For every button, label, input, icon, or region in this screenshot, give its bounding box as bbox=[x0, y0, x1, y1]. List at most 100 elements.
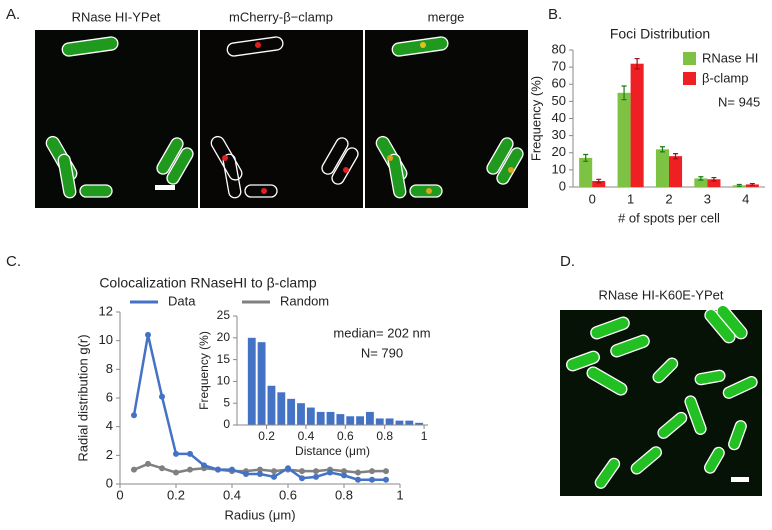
point bbox=[187, 466, 193, 473]
y-tick-label: 20 bbox=[552, 144, 566, 159]
y-tick-label: 50 bbox=[552, 93, 566, 108]
panel-label: C. bbox=[6, 253, 21, 270]
histogram-bar bbox=[346, 416, 355, 425]
y-tick-label: 25 bbox=[217, 308, 231, 322]
y-tick-label: 10 bbox=[99, 332, 113, 347]
point bbox=[271, 473, 277, 480]
y-tick-label: 10 bbox=[217, 374, 231, 388]
annotation: median= 202 nm bbox=[333, 325, 430, 340]
error-bar bbox=[698, 176, 704, 181]
x-tick-label: 0 bbox=[589, 191, 596, 206]
histogram-bar bbox=[336, 414, 345, 425]
image-title: mCherry-β−clamp bbox=[229, 9, 333, 24]
point bbox=[201, 462, 207, 469]
error-bar bbox=[596, 178, 602, 184]
image-title: RNase HI-K60E-YPet bbox=[599, 287, 724, 302]
point bbox=[229, 466, 235, 473]
point bbox=[187, 450, 193, 457]
y-tick-label: 0 bbox=[559, 178, 566, 193]
histogram-bar bbox=[356, 416, 364, 425]
point bbox=[131, 412, 137, 419]
bar bbox=[655, 149, 669, 187]
legend-swatch bbox=[683, 72, 696, 85]
point bbox=[313, 468, 319, 475]
error-bar bbox=[634, 57, 640, 70]
y-tick-label: 0 bbox=[223, 417, 230, 431]
panel-label: D. bbox=[560, 253, 575, 270]
panel-label: A. bbox=[6, 6, 20, 23]
error-bar bbox=[736, 183, 742, 187]
histogram-bar bbox=[297, 403, 305, 425]
image-mcherry bbox=[200, 30, 363, 208]
x-tick-label: 3 bbox=[704, 191, 711, 206]
y-tick-label: 30 bbox=[552, 127, 566, 142]
x-tick-label: 0.2 bbox=[167, 487, 185, 502]
histogram-bar bbox=[326, 411, 335, 425]
x-tick-label: 2 bbox=[665, 191, 672, 206]
error-bar bbox=[621, 85, 627, 101]
error-bar bbox=[583, 153, 589, 162]
point bbox=[215, 466, 221, 473]
y-tick-label: 5 bbox=[223, 395, 230, 409]
annotation: N= 790 bbox=[361, 345, 403, 360]
chart-title: Colocalization RNaseHI to β-clamp bbox=[99, 275, 317, 291]
point bbox=[313, 473, 319, 480]
point bbox=[145, 331, 151, 338]
bar bbox=[617, 92, 631, 187]
microscopy-images bbox=[35, 30, 528, 208]
error-bar bbox=[659, 146, 665, 153]
bar bbox=[630, 63, 644, 188]
histogram-bar bbox=[385, 418, 394, 425]
histogram-bar bbox=[247, 337, 256, 425]
y-tick-label: 15 bbox=[217, 352, 231, 366]
y-tick-label: 60 bbox=[552, 76, 566, 91]
point bbox=[341, 468, 347, 475]
x-tick-label: 0.4 bbox=[298, 429, 315, 443]
x-tick-label: 1 bbox=[396, 487, 403, 502]
y-tick-label: 80 bbox=[552, 41, 566, 56]
y-tick-label: 4 bbox=[106, 418, 113, 433]
point bbox=[299, 475, 305, 482]
point bbox=[159, 465, 165, 472]
point bbox=[243, 470, 249, 477]
histogram-bar bbox=[257, 342, 266, 425]
point bbox=[355, 469, 361, 476]
panel-label: B. bbox=[548, 6, 562, 23]
point bbox=[257, 470, 263, 477]
legend-label: RNase HI bbox=[702, 50, 758, 65]
point bbox=[383, 476, 389, 483]
bar bbox=[707, 179, 721, 187]
error-bar bbox=[711, 176, 717, 182]
error-bar bbox=[749, 182, 755, 186]
bar bbox=[694, 178, 708, 187]
histogram-bar bbox=[405, 420, 414, 425]
point bbox=[383, 468, 389, 475]
y-axis-label: Frequency (%) bbox=[197, 331, 211, 410]
annotation: N= 945 bbox=[718, 94, 760, 109]
point bbox=[355, 476, 361, 483]
point bbox=[131, 466, 137, 473]
y-tick-label: 40 bbox=[552, 110, 566, 125]
y-tick-label: 20 bbox=[217, 330, 231, 344]
x-tick-label: 0.8 bbox=[335, 487, 353, 502]
y-tick-label: 10 bbox=[552, 161, 566, 176]
histogram-bar bbox=[415, 422, 424, 425]
point bbox=[159, 393, 165, 400]
point bbox=[285, 465, 291, 472]
x-tick-label: 1 bbox=[421, 429, 428, 443]
cells-mcherry bbox=[210, 36, 359, 199]
point bbox=[369, 468, 375, 475]
bar bbox=[592, 181, 606, 187]
error-bar bbox=[673, 153, 679, 160]
y-tick-label: 12 bbox=[99, 303, 113, 318]
point bbox=[257, 466, 263, 473]
point bbox=[327, 469, 333, 476]
bar bbox=[669, 156, 683, 187]
histogram-bar bbox=[277, 392, 286, 425]
point bbox=[299, 468, 305, 475]
histogram-bar bbox=[365, 411, 374, 425]
legend-label: β-clamp bbox=[702, 70, 748, 85]
y-tick-label: 2 bbox=[106, 447, 113, 462]
x-tick-label: 4 bbox=[742, 191, 749, 206]
